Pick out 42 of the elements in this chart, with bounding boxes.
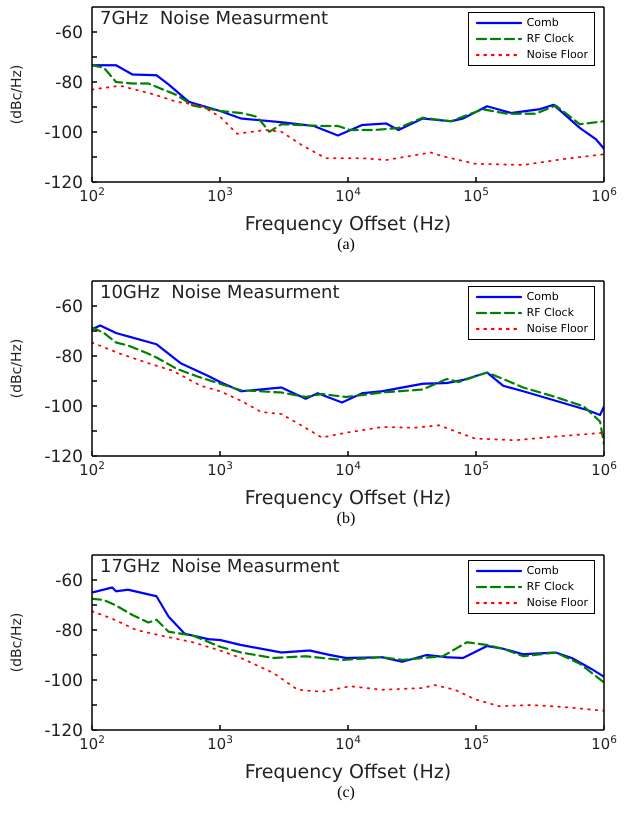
y-tick-label: -80 [55, 621, 83, 642]
x-tick-label: 10$^{4}$ [335, 186, 362, 205]
y-axis-title: (dBc/Hz) [8, 64, 25, 124]
text: (c) [336, 784, 356, 802]
legend-label: RF Clock [526, 579, 574, 595]
x-tick-label: 10$^{4}$ [335, 460, 362, 479]
chart-title: 7GHz Noise Measurment [100, 8, 328, 29]
chart-title: 10GHz Noise Measurment [100, 282, 340, 303]
legend-label: Comb [526, 289, 559, 305]
y-tick-label: -80 [55, 347, 83, 368]
legend-label: RF Clock [526, 31, 574, 47]
x-axis-title: Frequency Offset (Hz) [244, 213, 452, 235]
y-tick-label: -80 [55, 73, 83, 94]
x-axis-title: Frequency Offset (Hz) [244, 487, 452, 509]
y-axis-title: (dBc/Hz) [8, 612, 25, 672]
y-tick-label: -60 [55, 23, 83, 44]
x-tick-label: 10$^{6}$ [591, 460, 618, 479]
x-tick-label: 10$^{5}$ [463, 186, 489, 205]
text: (b) [336, 510, 356, 528]
y-tick-label: -60 [55, 297, 83, 318]
y-tick-label: -100 [44, 123, 83, 144]
x-tick-label: 10$^{3}$ [207, 460, 233, 479]
text: (a) [336, 236, 356, 254]
chart-title: 17GHz Noise Measurment [100, 556, 340, 577]
x-tick-label: 10$^{5}$ [463, 460, 489, 479]
legend-label: Comb [526, 563, 559, 579]
legend-label: RF Clock [526, 305, 574, 321]
x-tick-label: 10$^{3}$ [207, 186, 233, 205]
x-tick-label: 10$^{3}$ [207, 734, 233, 753]
x-tick-label: 10$^{6}$ [591, 734, 618, 753]
legend-label: Comb [526, 15, 559, 31]
legend-label: Noise Floor [526, 47, 588, 63]
y-tick-label: -60 [55, 571, 83, 592]
x-tick-label: 10$^{4}$ [335, 734, 362, 753]
x-tick-label: 10$^{5}$ [463, 734, 489, 753]
y-axis-title: (dBc/Hz) [8, 338, 25, 398]
x-tick-label: 10$^{6}$ [591, 186, 618, 205]
x-axis-title: Frequency Offset (Hz) [244, 761, 452, 783]
y-tick-label: -100 [44, 397, 83, 418]
y-tick-label: -100 [44, 671, 83, 692]
legend-label: Noise Floor [526, 595, 588, 611]
legend-label: Noise Floor [526, 321, 588, 337]
